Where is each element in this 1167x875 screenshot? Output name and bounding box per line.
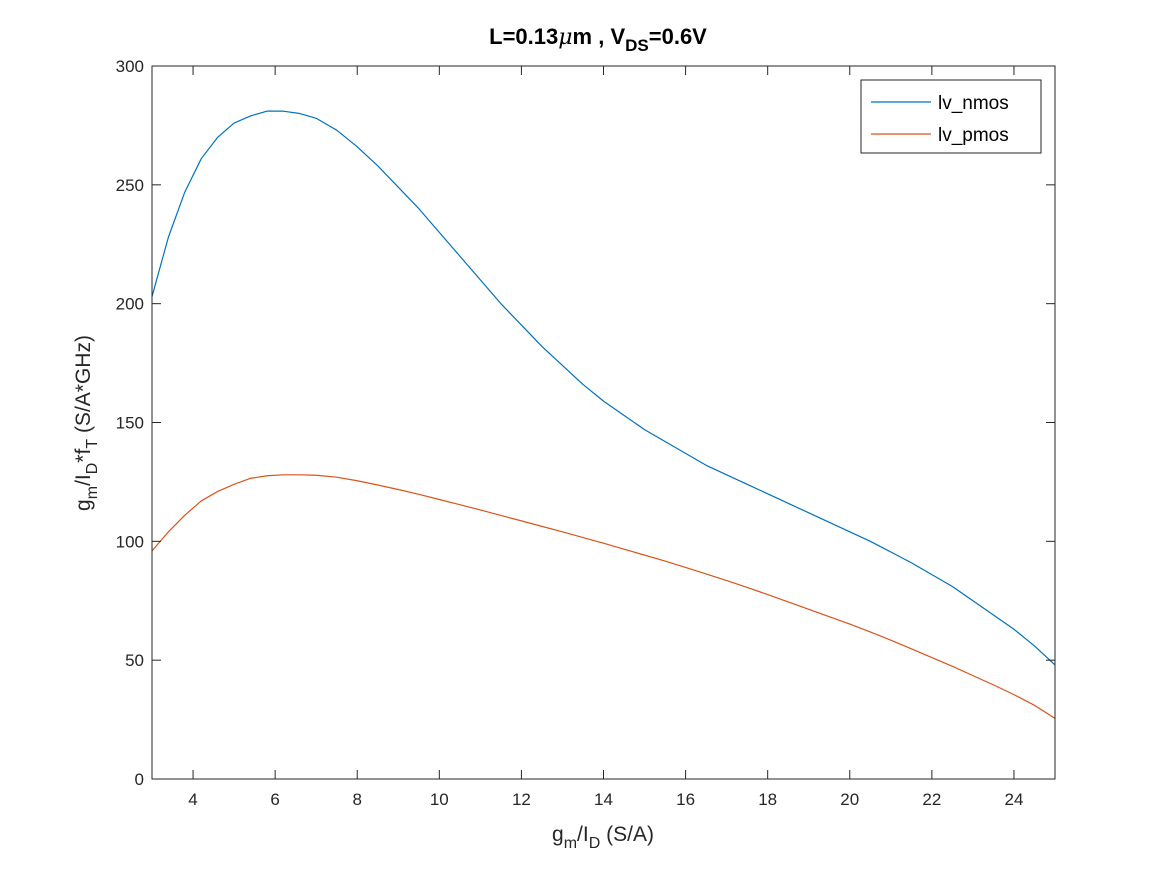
series-line-lv-pmos [151,474,1056,719]
xlabel-i-subscript: D [589,835,601,852]
title-unit: m , V [573,24,626,49]
ylabel-rest: (S/A*GHz) [72,335,95,439]
x-tick-label: 18 [758,790,777,809]
x-tick-label: 8 [352,790,361,809]
title-mu: μ [558,25,572,50]
x-tick-label: 12 [512,790,531,809]
x-axis-label: gm/ID (S/A) [552,823,654,852]
y-tick-label: 200 [116,295,144,314]
x-tick-label: 6 [270,790,279,809]
legend: lv_nmos lv_pmos [860,79,1042,154]
chart-title: L=0.13μm , VDS=0.6V [489,24,707,55]
x-tick-label: 24 [1004,790,1023,809]
x-tick-label: 22 [922,790,941,809]
axes-background [152,66,1055,779]
ylabel-f-subscript: T [84,439,101,449]
y-tick-label: 250 [116,176,144,195]
xlabel-g: g [552,823,564,846]
legend-box [860,79,1042,154]
y-tick-label: 300 [116,57,144,76]
xlabel-slash-i: /I [577,823,589,846]
title-subscript: DS [625,36,649,55]
ylabel-g-subscript: m [84,486,101,499]
x-tick-label: 14 [594,790,613,809]
x-tick-label: 4 [188,790,197,809]
xlabel-rest: (S/A) [600,823,654,846]
plot-area: 4 6 8 10 12 14 16 18 20 22 24 0 50 100 150 200 250 300 [116,57,1056,809]
y-tick-label: 150 [116,414,144,433]
xlabel-g-subscript: m [564,835,577,852]
ylabel-g: g [72,499,95,511]
series-line-lv-nmos [151,110,1056,666]
ylabel-slash-i: /I [72,474,95,486]
x-tick-label: 10 [430,790,449,809]
ylabel-i-subscript: D [84,463,101,475]
legend-label-pmos: lv_pmos [938,125,1009,146]
y-axis-label: gm/ID*fT (S/A*GHz) [72,335,101,511]
y-axis-ticks: 0 50 100 150 200 250 300 [116,57,1055,789]
x-axis-ticks: 4 6 8 10 12 14 16 18 20 22 24 [188,66,1023,809]
title-main: L=0.13 [489,24,558,49]
ylabel-f: *f [72,449,95,463]
y-tick-label: 100 [116,532,144,551]
legend-label-nmos: lv_nmos [938,93,1009,114]
series-layer [151,110,1056,719]
x-tick-label: 20 [840,790,859,809]
y-tick-label: 0 [135,770,144,789]
x-tick-label: 16 [676,790,695,809]
title-tail: =0.6V [649,24,707,49]
y-tick-label: 50 [125,651,144,670]
